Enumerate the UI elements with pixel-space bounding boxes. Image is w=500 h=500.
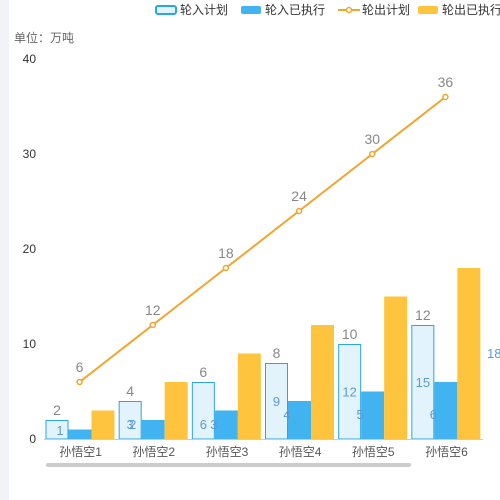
- y-tick-label: 20: [23, 242, 37, 256]
- out-plan-value-label: 6: [76, 359, 84, 375]
- legend-label: 轮出已执行: [442, 3, 500, 17]
- bar-in-executed[interactable]: [288, 401, 311, 439]
- x-tick-label: 孙悟空3: [206, 444, 249, 459]
- bar-in-plan-inner-label: 6: [200, 417, 207, 432]
- bar-in-executed-value-label: 5: [357, 407, 364, 422]
- bar-in-executed[interactable]: [141, 420, 165, 439]
- out-plan-value-label: 12: [145, 302, 161, 318]
- out-plan-value-label: 24: [291, 188, 307, 204]
- legend-marker: [345, 6, 353, 14]
- bar-in-plan-inner-label: 12: [342, 385, 356, 400]
- bar-in-executed-value-label: 4: [283, 407, 290, 422]
- bar-in-executed[interactable]: [361, 391, 385, 440]
- bar-in-plan-value-label: 4: [126, 383, 134, 399]
- bars: 2114326638941012512156: [45, 268, 481, 440]
- bar-in-plan-value-label: 10: [342, 326, 358, 342]
- x-tick-label: 孙悟空4: [279, 444, 322, 459]
- out-plan-point[interactable]: [369, 150, 376, 158]
- left-panel-strip: [0, 0, 9, 500]
- y-tick-label: 0: [29, 432, 36, 446]
- legend-label: 轮入计划: [180, 3, 228, 17]
- legend-label: 轮出计划: [362, 3, 410, 17]
- legend-swatch: [241, 6, 261, 14]
- bar-in-plan-value-label: 6: [199, 364, 207, 380]
- y-tick-label: 40: [23, 52, 37, 66]
- out-plan-point[interactable]: [442, 93, 449, 101]
- legend-item[interactable]: 轮出计划: [338, 3, 410, 17]
- bar-in-executed[interactable]: [434, 382, 458, 439]
- legend-item[interactable]: 轮入已执行: [241, 3, 325, 17]
- out-plan-value-label: 18: [218, 245, 234, 261]
- bar-in-executed-value-label: 2: [129, 417, 136, 432]
- bar-in-plan-value-label: 8: [273, 345, 281, 361]
- out-plan-point[interactable]: [76, 378, 83, 386]
- bar-out-executed[interactable]: [237, 353, 261, 440]
- bar-out-executed[interactable]: [311, 325, 334, 439]
- bar-in-plan-inner-label: 9: [273, 394, 280, 409]
- y-axis: 0 10 20 30 40: [23, 52, 37, 446]
- legend-item[interactable]: 轮入计划: [155, 3, 228, 17]
- legend-swatch: [418, 6, 438, 14]
- out-plan-point[interactable]: [149, 321, 156, 329]
- x-tick-label: 孙悟空5: [352, 444, 395, 459]
- out-plan-value-label: 30: [364, 131, 380, 147]
- bar-in-plan-value-label: 2: [53, 402, 61, 418]
- bar-out-executed[interactable]: [384, 296, 408, 440]
- out-plan-line-path: [78, 96, 447, 383]
- x-tick-label: 孙悟空6: [425, 444, 468, 459]
- legend-swatch: [155, 5, 177, 15]
- out-plan-line: 6 12 18 24 30 36: [76, 74, 454, 386]
- unit-label: 单位：万吨: [14, 30, 74, 45]
- clipped-value-label: 18: [487, 346, 500, 361]
- x-axis: 孙悟空1 孙悟空2 孙悟空3 孙悟空4 孙悟空5 孙悟空6: [44, 439, 483, 459]
- zoom-scrollbar[interactable]: [46, 463, 411, 467]
- bar-out-executed[interactable]: [164, 382, 188, 439]
- out-plan-point[interactable]: [222, 264, 230, 272]
- out-plan-value-label: 36: [438, 74, 454, 90]
- x-tick-label: 孙悟空2: [132, 444, 175, 459]
- x-tick-label: 孙悟空1: [59, 444, 102, 459]
- bar-in-plan-inner-label: 3: [127, 417, 134, 432]
- legend-item[interactable]: 轮出已执行: [418, 3, 500, 17]
- bar-out-executed[interactable]: [457, 268, 481, 439]
- legend-label: 轮入已执行: [265, 3, 325, 17]
- bar-out-executed[interactable]: [91, 410, 115, 440]
- bar-in-executed-value-label: 3: [210, 417, 217, 432]
- y-tick-label: 30: [23, 147, 37, 161]
- y-tick-label: 10: [23, 337, 37, 351]
- bar-in-executed-value-label: 6: [430, 407, 437, 422]
- out-plan-point[interactable]: [295, 207, 303, 215]
- legend: 轮入计划 轮入已执行 轮出计划 轮出已执行: [155, 3, 500, 17]
- bar-in-plan-value-label: 12: [415, 307, 431, 323]
- bar-in-executed[interactable]: [214, 410, 238, 440]
- bar-in-executed[interactable]: [68, 429, 92, 440]
- bar-in-plan-inner-label: 15: [416, 375, 430, 390]
- bar-in-plan-inner-label: 1: [56, 423, 63, 438]
